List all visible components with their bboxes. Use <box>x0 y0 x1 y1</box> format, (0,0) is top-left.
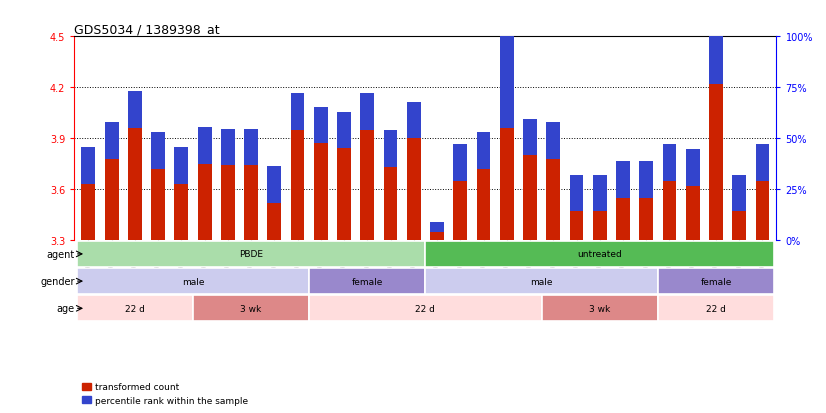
Text: agent: agent <box>46 249 75 259</box>
Text: male: male <box>530 277 553 286</box>
Bar <box>593 175 607 212</box>
Bar <box>570 175 583 212</box>
Legend: transformed count, percentile rank within the sample: transformed count, percentile rank withi… <box>78 379 252 408</box>
Bar <box>453 181 468 241</box>
Bar <box>570 212 583 241</box>
Bar <box>657 296 774 322</box>
Text: age: age <box>57 304 75 313</box>
Bar <box>309 268 425 294</box>
Bar <box>523 156 537 241</box>
Bar <box>733 212 746 241</box>
Bar <box>244 129 258 166</box>
Bar <box>406 102 420 139</box>
Bar <box>337 149 351 241</box>
Bar <box>756 181 770 241</box>
Bar <box>686 150 700 186</box>
Bar <box>105 123 118 159</box>
Text: 22 d: 22 d <box>415 304 435 313</box>
Bar <box>77 296 193 322</box>
Bar <box>291 94 305 131</box>
Bar <box>425 241 774 267</box>
Text: PBDE: PBDE <box>239 250 263 259</box>
Bar <box>197 128 211 164</box>
Text: gender: gender <box>40 276 75 287</box>
Bar <box>77 268 309 294</box>
Bar <box>430 232 444 241</box>
Bar <box>81 148 95 185</box>
Bar <box>662 181 676 241</box>
Text: male: male <box>182 277 204 286</box>
Bar <box>77 241 425 267</box>
Bar <box>477 169 491 241</box>
Text: 3 wk: 3 wk <box>240 304 262 313</box>
Bar <box>453 145 468 181</box>
Bar <box>314 144 328 241</box>
Bar <box>193 296 309 322</box>
Bar <box>593 212 607 241</box>
Bar <box>406 139 420 241</box>
Text: GDS5034 / 1389398_at: GDS5034 / 1389398_at <box>74 23 220 36</box>
Bar <box>151 169 165 241</box>
Text: untreated: untreated <box>577 250 622 259</box>
Bar <box>639 198 653 241</box>
Bar <box>314 107 328 144</box>
Text: 22 d: 22 d <box>706 304 726 313</box>
Bar <box>383 168 397 241</box>
Bar <box>500 37 514 129</box>
Bar <box>105 159 118 241</box>
Bar <box>128 92 142 129</box>
Bar <box>430 222 444 232</box>
Bar <box>151 133 165 169</box>
Bar <box>268 203 281 241</box>
Bar <box>709 7 723 85</box>
Bar <box>128 129 142 241</box>
Bar <box>291 131 305 241</box>
Bar <box>500 129 514 241</box>
Bar <box>244 166 258 241</box>
Text: female: female <box>352 277 383 286</box>
Bar <box>686 186 700 241</box>
Bar <box>756 145 770 181</box>
Bar <box>81 185 95 241</box>
Bar <box>221 166 235 241</box>
Bar <box>360 131 374 241</box>
Bar <box>477 133 491 169</box>
Bar <box>546 159 560 241</box>
Bar <box>662 145 676 181</box>
Bar <box>383 131 397 168</box>
Text: female: female <box>700 277 732 286</box>
Text: 22 d: 22 d <box>125 304 145 313</box>
Bar <box>309 296 542 322</box>
Bar <box>639 161 653 198</box>
Bar <box>523 119 537 156</box>
Bar <box>360 94 374 131</box>
Bar <box>657 268 774 294</box>
Bar <box>337 112 351 149</box>
Bar <box>616 198 630 241</box>
Bar <box>221 129 235 166</box>
Bar <box>174 185 188 241</box>
Bar <box>425 268 657 294</box>
Text: 3 wk: 3 wk <box>589 304 610 313</box>
Bar <box>542 296 657 322</box>
Bar <box>197 164 211 241</box>
Bar <box>174 148 188 185</box>
Bar <box>733 175 746 212</box>
Bar <box>709 85 723 241</box>
Bar <box>546 123 560 159</box>
Bar <box>616 161 630 198</box>
Bar <box>268 167 281 203</box>
